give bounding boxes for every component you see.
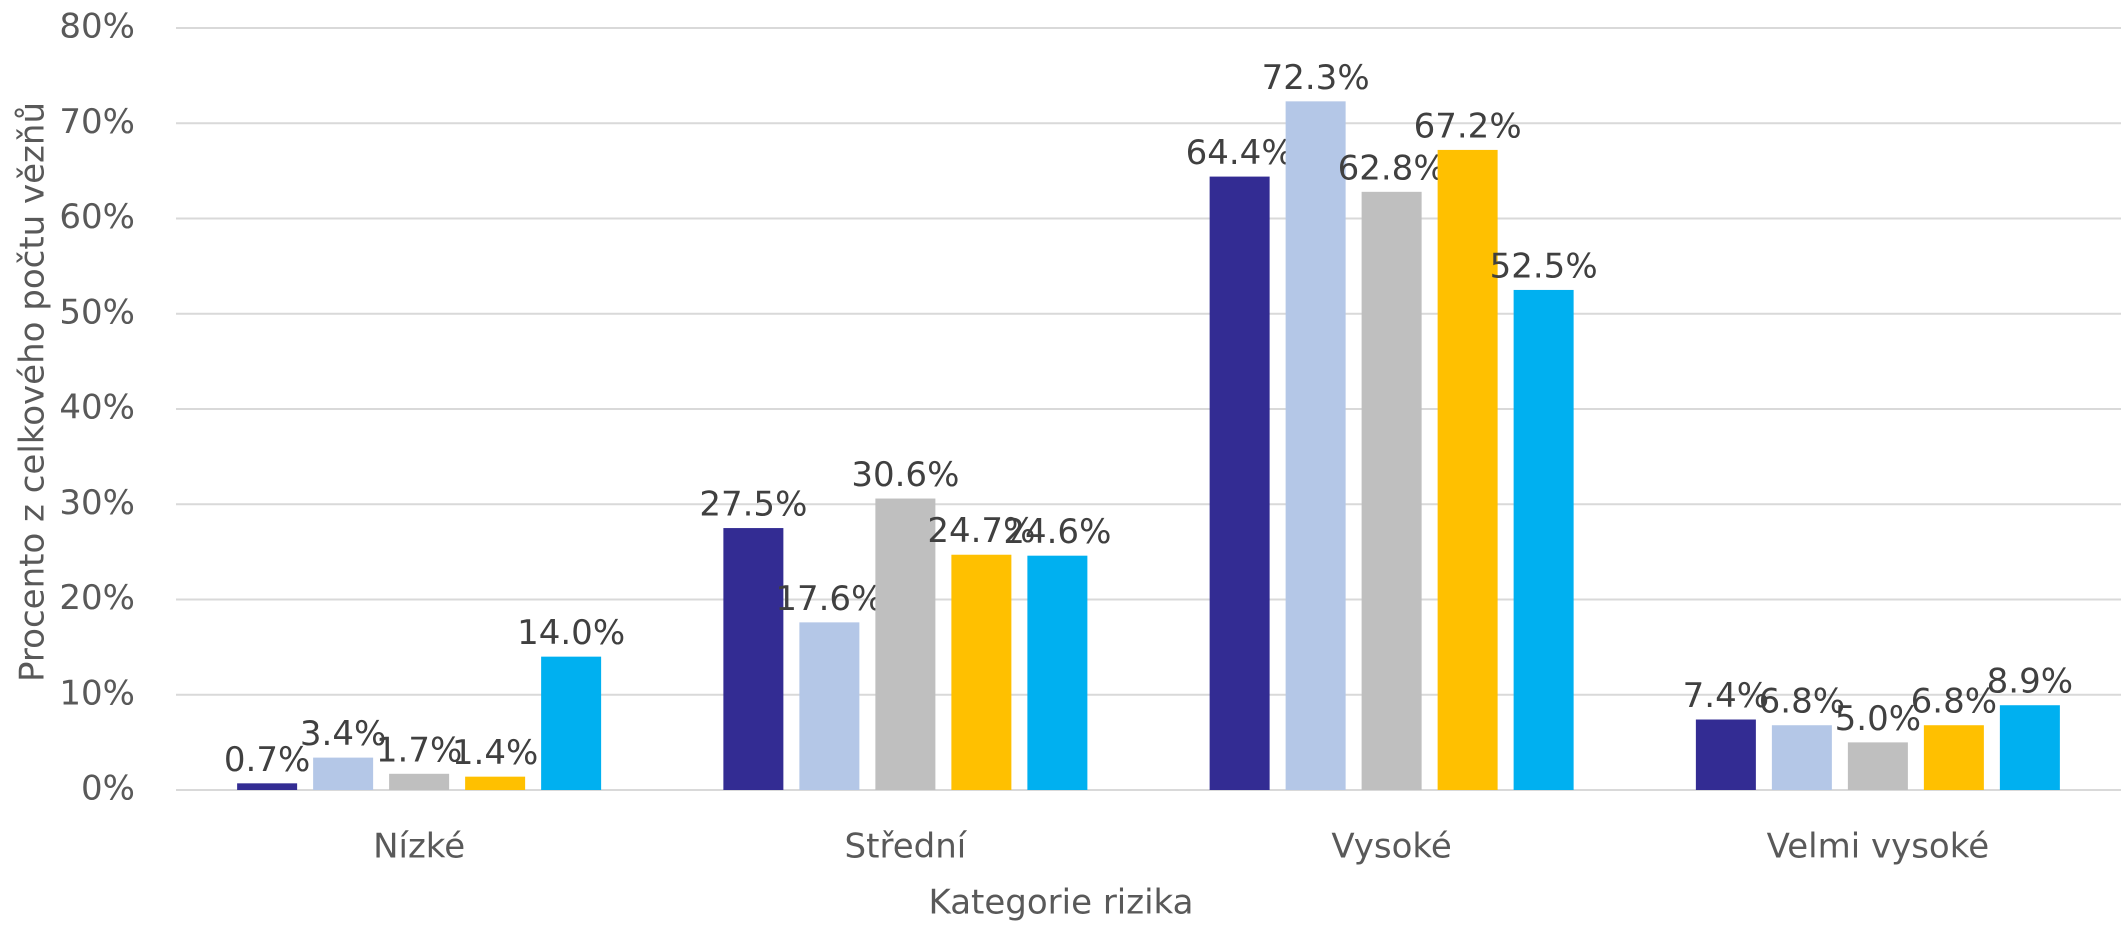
data-label: 67.2%: [1414, 106, 1522, 146]
data-label: 1.7%: [376, 730, 462, 770]
bar: [313, 757, 374, 790]
x-tick-label: Vysoké: [1331, 827, 1451, 867]
data-label: 24.6%: [1003, 512, 1111, 552]
bar: [1847, 742, 1908, 790]
bar: [1923, 725, 1984, 790]
bar: [1695, 719, 1756, 790]
data-label: 64.4%: [1186, 133, 1294, 173]
data-label: 0.7%: [224, 740, 310, 780]
y-tick-label: 70%: [59, 102, 135, 142]
y-tick-label: 40%: [59, 388, 135, 428]
data-label: 14.0%: [517, 613, 625, 653]
data-label: 24.7%: [927, 511, 1035, 551]
bar: [723, 528, 784, 790]
bar: [465, 776, 526, 790]
data-label: 5.0%: [1835, 699, 1921, 739]
data-label: 72.3%: [1262, 58, 1370, 98]
bar: [1285, 101, 1346, 790]
data-label: 27.5%: [699, 485, 807, 525]
y-tick-label: 80%: [59, 7, 135, 47]
data-label: 3.4%: [300, 714, 386, 754]
y-tick-label: 20%: [59, 578, 135, 618]
x-tick-label: Nízké: [373, 827, 465, 867]
bar: [1209, 176, 1270, 791]
bar: [389, 773, 450, 790]
data-label: 7.4%: [1683, 676, 1769, 716]
bar: [237, 783, 298, 790]
bar: [1771, 725, 1832, 790]
y-axis-title: Procento z celkového počtu vězňů: [13, 102, 53, 682]
y-tick-label: 50%: [59, 292, 135, 332]
bar: [951, 554, 1012, 790]
y-tick-label: 60%: [59, 197, 135, 237]
data-label: 62.8%: [1338, 148, 1446, 188]
bar: [1999, 705, 2060, 790]
data-label: 17.6%: [775, 579, 883, 619]
data-label: 6.8%: [1759, 682, 1845, 722]
bar: [799, 622, 860, 790]
x-tick-label: Střední: [845, 827, 968, 867]
y-tick-label: 30%: [59, 483, 135, 523]
bar: [1513, 289, 1574, 790]
y-tick-label: 0%: [81, 769, 135, 809]
data-label: 30.6%: [851, 455, 959, 495]
bar: [875, 498, 936, 790]
bar: [1361, 191, 1422, 790]
bar: [1027, 555, 1088, 790]
y-tick-label: 10%: [59, 673, 135, 713]
data-label: 6.8%: [1911, 682, 1997, 722]
data-label: 1.4%: [452, 733, 538, 773]
x-axis-title: Kategorie rizika: [929, 883, 1194, 923]
data-label: 8.9%: [1987, 662, 2073, 702]
x-tick-label: Velmi vysoké: [1767, 827, 1990, 867]
bar: [541, 656, 602, 790]
bar: [1437, 149, 1498, 791]
data-label: 52.5%: [1490, 246, 1598, 286]
